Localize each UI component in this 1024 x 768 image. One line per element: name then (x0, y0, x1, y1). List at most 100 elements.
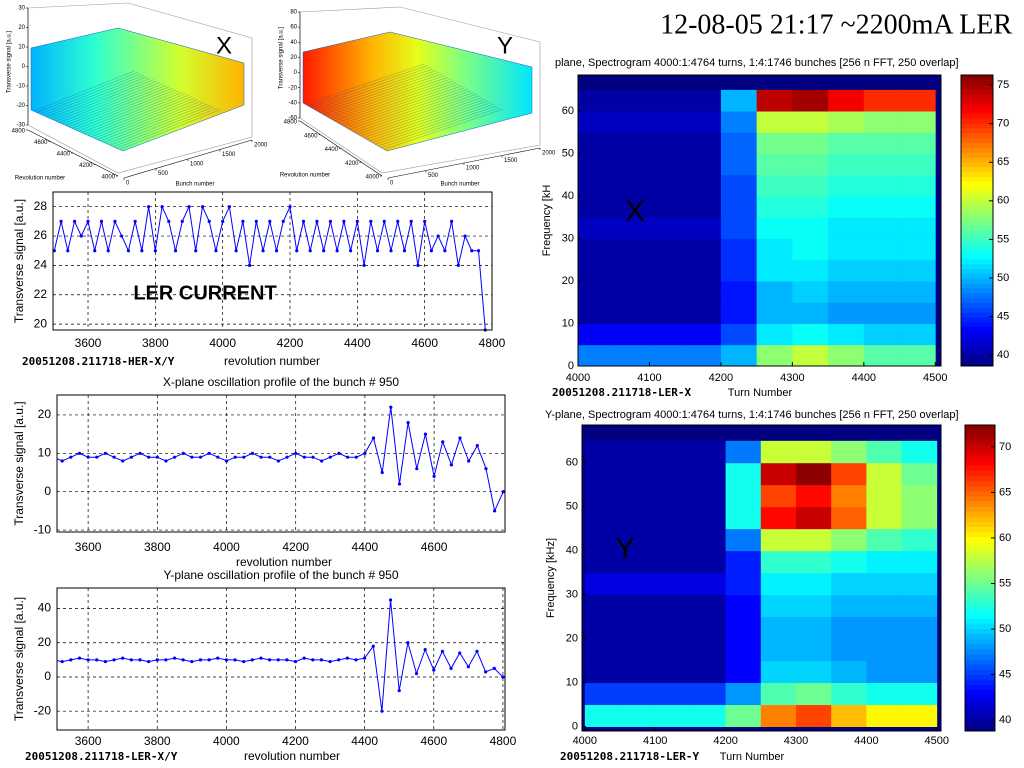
surface-stripe (97, 99, 199, 140)
heatmap-cell (655, 704, 691, 728)
heatmap-cell (795, 682, 832, 706)
y-tick-label: 20 (562, 275, 574, 287)
heatmap-cell (831, 462, 867, 486)
heatmap-cell (756, 281, 793, 303)
colorbar-band (965, 506, 995, 513)
heatmap-cell (795, 506, 832, 530)
colorbar-band (965, 654, 995, 661)
data-point (112, 658, 116, 662)
surface-stripe (84, 93, 186, 135)
data-point (155, 455, 159, 459)
data-point (301, 219, 306, 223)
y-axis-label: Transverse signal [a.u.] (12, 597, 26, 721)
data-point (198, 658, 203, 662)
plot-area (53, 192, 492, 330)
surface-stripe (352, 90, 471, 132)
heatmap-cell (866, 440, 902, 464)
surface-stripe (62, 83, 164, 125)
x-tick-label: 4300 (780, 372, 804, 384)
heatmap-cell (863, 132, 900, 154)
surface-stripe (323, 73, 442, 115)
data-point (198, 455, 203, 459)
colorbar-band (961, 89, 993, 95)
data-point (221, 219, 225, 223)
heatmap-cell (685, 153, 722, 176)
colorbar-band (961, 196, 993, 202)
heatmap-cell (690, 572, 726, 596)
heatmap-cell (863, 323, 900, 346)
y-tick-label: 40 (38, 601, 52, 615)
title-box (556, 0, 1024, 52)
colorbar-band (961, 142, 993, 149)
heatmap-cell (620, 528, 656, 552)
colorbar-band (961, 278, 993, 285)
colorbar-band (965, 527, 995, 533)
heatmap-cell (720, 196, 758, 218)
surface-stripe (94, 97, 196, 139)
x-axis-label: Turn Number (720, 751, 785, 763)
colorbar-band (961, 113, 993, 120)
data-point (214, 249, 218, 253)
heatmap-cell (863, 344, 900, 367)
x-tick-label: 3600 (75, 734, 102, 748)
data-point (415, 467, 419, 471)
heatmap-cell (760, 572, 797, 596)
heatmap-cell (828, 111, 865, 133)
data-point (173, 455, 177, 459)
revolution-tick-label: 4400 (325, 147, 339, 153)
data-point (362, 263, 366, 268)
data-point (93, 249, 97, 253)
heatmap-cell (584, 660, 621, 684)
data-point (86, 658, 90, 662)
colorbar-band (965, 430, 995, 436)
data-point (147, 659, 151, 664)
heatmap-cell (831, 660, 867, 684)
data-point (138, 451, 142, 455)
heatmap-cell (795, 616, 832, 640)
x-tick-label: 4200 (282, 540, 309, 554)
x-tick-label: 4000 (566, 372, 590, 384)
heatmap-cell (725, 484, 762, 508)
heatmap-cell (899, 174, 936, 197)
z-tick-label: 20 (290, 55, 297, 61)
data-point (466, 665, 470, 669)
heatmap-cell (584, 704, 621, 728)
surface-stripe (343, 85, 463, 127)
colorbar-band (961, 312, 993, 318)
heatmap-cell (685, 323, 722, 346)
heatmap-cell (760, 550, 797, 574)
heatmap-cell (578, 217, 615, 239)
heatmap-cell (690, 704, 726, 728)
data-point (475, 649, 479, 653)
y-tick-label: 26 (34, 228, 48, 242)
heatmap-cell (756, 174, 793, 197)
colorbar-band (961, 336, 993, 343)
data-point (281, 219, 285, 223)
plot-frame (52, 191, 493, 331)
plot-frame (577, 74, 942, 367)
chart-title: Y-plane oscillation profile of the bunch… (163, 568, 398, 582)
colorbar-band (965, 440, 995, 446)
surface-stripe (87, 95, 189, 136)
data-point (69, 455, 73, 459)
surface-stripe (384, 109, 503, 150)
x-axis-label: Turn Number (728, 387, 793, 399)
data-point (467, 459, 471, 463)
chart-title: Y-plane, Spectrogram 4000:1:4764 turns, … (545, 409, 959, 421)
colorbar-band (961, 317, 993, 323)
data-point (493, 509, 497, 513)
heatmap-cell (584, 572, 621, 596)
surface-stripe (355, 92, 474, 133)
surface-stripe (378, 105, 497, 147)
x-tick-label: 4300 (784, 735, 808, 747)
colorbar-band (961, 99, 993, 105)
heatmap-cell (760, 528, 797, 552)
x-tick-label: 4800 (479, 336, 506, 350)
heatmap-cell (720, 174, 758, 197)
data-point (308, 249, 312, 253)
heatmap-cell (613, 259, 650, 282)
heatmap-cell (613, 238, 650, 261)
x-tick-label: 4400 (352, 540, 379, 554)
heatmap-cell (828, 153, 865, 176)
colorbar-tick-label: 55 (999, 577, 1011, 589)
